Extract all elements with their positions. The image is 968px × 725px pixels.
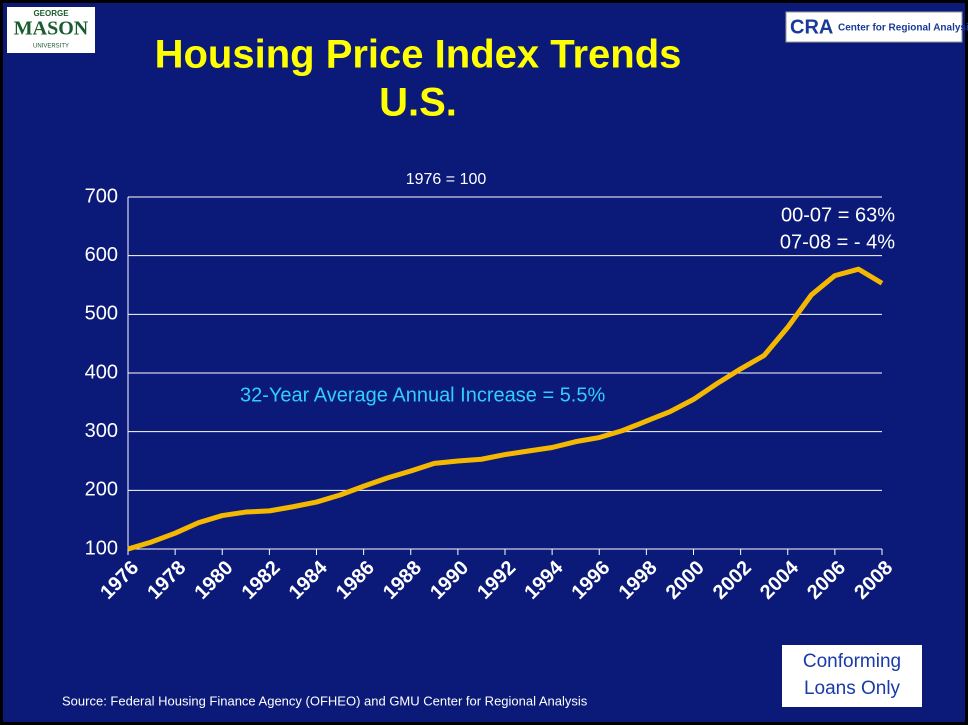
- logo-text: MASON: [14, 18, 89, 40]
- logo-text: Center for Regional Analysis: [838, 23, 968, 34]
- y-tick-label: 200: [85, 479, 118, 501]
- y-tick-label: 500: [85, 303, 118, 325]
- right-logo: [785, 11, 963, 43]
- y-tick-label: 700: [85, 185, 118, 207]
- y-tick-label: 300: [85, 420, 118, 442]
- note: Loans Only: [804, 678, 901, 699]
- note-box: [782, 645, 922, 707]
- logo-text: GEORGE: [33, 9, 69, 18]
- source: Source: Federal Housing Finance Agency (…: [62, 693, 588, 708]
- left-logo: [7, 7, 95, 53]
- note: Conforming: [803, 651, 901, 672]
- logo-text: UNIVERSITY: [33, 44, 69, 50]
- annotation: 32-Year Average Annual Increase = 5.5%: [240, 384, 605, 406]
- title: U.S.: [379, 81, 457, 125]
- title: Housing Price Index Trends: [155, 33, 682, 77]
- annotation: 07-08 = - 4%: [780, 231, 895, 253]
- y-tick-label: 400: [85, 361, 118, 383]
- y-tick-label: 600: [85, 244, 118, 266]
- subtitle: 1976 = 100: [406, 171, 487, 188]
- data-line: [127, 266, 884, 552]
- annotation: 00-07 = 63%: [781, 204, 895, 226]
- y-tick-label: 100: [85, 537, 118, 559]
- background: [3, 3, 965, 722]
- logo-text: CRA: [790, 16, 833, 38]
